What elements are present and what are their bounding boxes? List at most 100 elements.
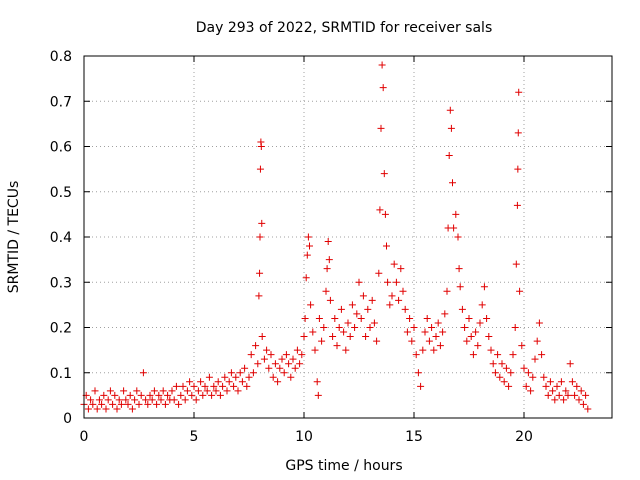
x-tick-label: 0 — [80, 429, 89, 445]
data-point — [531, 355, 539, 363]
data-point — [271, 360, 279, 368]
data-point — [265, 364, 273, 372]
data-point — [399, 287, 407, 295]
data-point — [245, 373, 253, 381]
data-point — [181, 396, 189, 404]
data-point — [465, 314, 473, 322]
y-tick-label: 0.2 — [50, 321, 72, 337]
data-point — [582, 391, 590, 399]
data-point — [313, 378, 321, 386]
data-point — [557, 378, 565, 386]
data-point — [514, 129, 522, 137]
data-point — [456, 283, 464, 291]
data-point — [505, 382, 513, 390]
data-point — [533, 337, 541, 345]
data-point — [509, 351, 517, 359]
data-point — [255, 292, 263, 300]
data-point — [331, 314, 339, 322]
data-point — [450, 224, 458, 232]
data-point — [498, 360, 506, 368]
data-point — [419, 346, 427, 354]
y-tick-label: 0.7 — [50, 94, 72, 110]
data-point — [390, 260, 398, 268]
data-point — [463, 337, 471, 345]
data-point — [342, 346, 350, 354]
data-point — [544, 391, 552, 399]
x-tick-label: 20 — [515, 429, 533, 445]
data-point — [323, 265, 331, 273]
data-point — [421, 328, 429, 336]
data-point — [379, 84, 387, 92]
data-point — [241, 364, 249, 372]
data-point — [579, 400, 587, 408]
data-point — [164, 391, 172, 399]
y-tick-label: 0.5 — [50, 185, 72, 201]
data-point — [208, 391, 216, 399]
data-point — [551, 396, 559, 404]
data-point — [520, 364, 528, 372]
data-point — [380, 170, 388, 178]
data-point — [524, 369, 532, 377]
data-point — [278, 355, 286, 363]
data-point — [403, 328, 411, 336]
data-point — [315, 314, 323, 322]
y-tick-label: 0.4 — [50, 230, 72, 246]
data-point — [170, 396, 178, 404]
data-point — [527, 387, 535, 395]
data-point — [146, 391, 154, 399]
data-point — [232, 373, 240, 381]
data-point — [483, 314, 491, 322]
data-point — [115, 396, 123, 404]
data-point — [298, 351, 306, 359]
data-point — [293, 346, 301, 354]
data-point — [560, 396, 568, 404]
data-point — [223, 387, 231, 395]
data-point — [373, 337, 381, 345]
data-point — [377, 124, 385, 132]
data-point — [553, 382, 561, 390]
data-point — [487, 346, 495, 354]
data-point — [95, 396, 103, 404]
data-point — [480, 283, 488, 291]
data-point — [538, 351, 546, 359]
data-point — [120, 387, 128, 395]
data-point — [555, 391, 563, 399]
data-point — [201, 382, 209, 390]
data-point — [564, 391, 572, 399]
data-point — [562, 387, 570, 395]
chart-title: Day 293 of 2022, SRMTID for receiver sal… — [196, 20, 492, 36]
data-point — [384, 278, 392, 286]
data-point — [406, 314, 414, 322]
data-point — [514, 165, 522, 173]
data-point — [401, 305, 409, 313]
data-point — [455, 265, 463, 273]
data-point — [126, 391, 134, 399]
data-point — [496, 373, 504, 381]
data-point — [383, 242, 390, 250]
data-point — [337, 305, 345, 313]
data-point — [568, 378, 576, 386]
data-point — [301, 314, 309, 322]
data-point — [441, 310, 449, 318]
data-point — [353, 310, 361, 318]
x-tick-label: 5 — [190, 429, 199, 445]
data-point — [320, 324, 328, 331]
data-point — [175, 400, 183, 408]
data-point — [474, 342, 482, 350]
data-point — [144, 400, 152, 408]
data-point — [566, 360, 574, 368]
data-point — [188, 391, 196, 399]
data-point — [395, 296, 403, 304]
data-point — [219, 382, 227, 390]
data-point — [366, 324, 374, 331]
data-point — [148, 396, 156, 404]
data-point — [280, 369, 288, 377]
data-point — [93, 405, 101, 413]
data-point — [434, 319, 442, 327]
data-point — [430, 346, 438, 354]
data-point — [428, 324, 436, 331]
data-point — [485, 333, 493, 341]
data-point — [333, 342, 341, 350]
data-point — [303, 251, 311, 259]
